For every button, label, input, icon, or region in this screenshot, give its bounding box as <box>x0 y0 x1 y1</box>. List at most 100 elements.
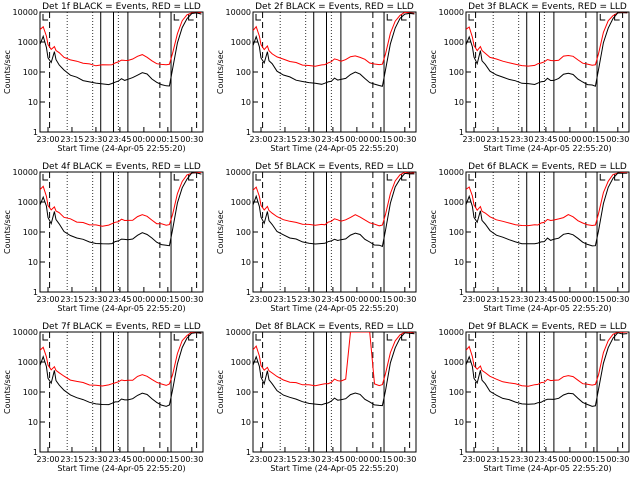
lld-series-line <box>466 12 628 67</box>
x-tick-label: 00:15 <box>156 135 179 144</box>
lld-series-line <box>40 332 202 387</box>
y-tick-label: 1000 <box>18 38 38 47</box>
x-tick-label: 23:15 <box>486 455 509 464</box>
panel-9: Det 9f BLACK = Events, RED = LLD 1 10 100 10… <box>429 322 630 473</box>
x-tick-label: 23:45 <box>534 295 557 304</box>
x-tick-label: 00:30 <box>393 135 416 144</box>
y-tick-label: 10000 <box>439 8 464 17</box>
x-tick-label: 00:00 <box>345 455 368 464</box>
lld-series-line <box>253 332 415 387</box>
y-axis-label: Counts/sec <box>216 370 225 414</box>
events-series-line <box>253 12 415 87</box>
x-tick-label: 23:30 <box>84 455 107 464</box>
x-tick-label: 23:30 <box>84 135 107 144</box>
events-series-line <box>466 332 628 407</box>
y-tick-label: 100 <box>23 228 38 237</box>
corner-mark <box>468 14 474 21</box>
y-tick-label: 1000 <box>444 198 464 207</box>
panel-6: Det 6f BLACK = Events, RED = LLD 1 10 100 10… <box>429 162 630 313</box>
y-axis-label: Counts/sec <box>429 50 438 94</box>
x-tick-label: 23:45 <box>534 135 557 144</box>
x-tick-label: 00:30 <box>180 295 203 304</box>
panel-title: Det 1f BLACK = Events, RED = LLD <box>42 2 201 12</box>
y-tick-label: 10000 <box>13 328 38 337</box>
x-axis-label: Start Time (24-Apr-05 22:55:20) <box>483 464 611 473</box>
x-tick-label: 00:00 <box>132 455 155 464</box>
corner-mark <box>386 174 393 181</box>
x-axis-label: Start Time (24-Apr-05 22:55:20) <box>57 144 185 153</box>
y-tick-label: 10000 <box>13 168 38 177</box>
x-axis-label: Start Time (24-Apr-05 22:55:20) <box>57 464 185 473</box>
x-tick-label: 00:15 <box>156 455 179 464</box>
x-tick-label: 23:00 <box>249 135 272 144</box>
y-axis-label: Counts/sec <box>3 210 12 254</box>
events-series-line <box>40 172 202 247</box>
x-tick-label: 00:00 <box>345 135 368 144</box>
lld-series-line <box>253 12 415 67</box>
y-tick-label: 1 <box>33 128 38 137</box>
x-tick-label: 23:15 <box>486 135 509 144</box>
corner-mark <box>614 174 620 181</box>
corner-mark <box>42 334 48 341</box>
y-tick-label: 100 <box>23 68 38 77</box>
panel-title: Det 5f BLACK = Events, RED = LLD <box>255 162 414 172</box>
y-tick-label: 100 <box>236 68 251 77</box>
corner-mark <box>42 174 48 181</box>
y-tick-label: 10 <box>454 258 464 267</box>
x-tick-label: 23:00 <box>249 295 272 304</box>
y-tick-label: 10 <box>454 98 464 107</box>
x-tick-label: 23:30 <box>84 295 107 304</box>
x-tick-label: 23:45 <box>534 455 557 464</box>
x-tick-label: 23:15 <box>60 455 83 464</box>
events-series-line <box>253 172 415 248</box>
events-series-line <box>466 172 628 247</box>
events-series-line <box>40 12 202 87</box>
lld-series-line <box>40 172 202 227</box>
y-tick-label: 10000 <box>439 328 464 337</box>
panel-2: Det 2f BLACK = Events, RED = LLD 1 10 100 10… <box>216 2 417 153</box>
y-tick-label: 1 <box>33 288 38 297</box>
x-tick-label: 00:00 <box>558 295 581 304</box>
panel-title: Det 4f BLACK = Events, RED = LLD <box>42 162 201 172</box>
corner-mark <box>401 14 407 21</box>
corner-mark <box>255 174 261 181</box>
x-tick-label: 00:15 <box>369 135 392 144</box>
x-tick-label: 00:30 <box>606 455 629 464</box>
x-tick-label: 00:00 <box>132 135 155 144</box>
y-tick-label: 10 <box>28 258 38 267</box>
y-tick-label: 1 <box>459 448 464 457</box>
x-tick-label: 23:45 <box>321 135 344 144</box>
x-tick-label: 23:30 <box>510 455 533 464</box>
x-tick-label: 00:30 <box>606 135 629 144</box>
x-tick-label: 00:30 <box>393 455 416 464</box>
corner-mark <box>614 14 620 21</box>
events-series-line <box>253 332 415 407</box>
corner-mark <box>599 334 606 341</box>
y-axis-label: Counts/sec <box>429 210 438 254</box>
y-tick-label: 10000 <box>226 8 251 17</box>
panel-title: Det 7f BLACK = Events, RED = LLD <box>42 322 201 332</box>
y-tick-label: 1000 <box>444 358 464 367</box>
corner-mark <box>468 334 474 341</box>
x-tick-label: 23:00 <box>462 135 485 144</box>
x-axis-label: Start Time (24-Apr-05 22:55:20) <box>270 304 398 313</box>
x-tick-label: 00:00 <box>558 455 581 464</box>
x-tick-label: 00:15 <box>582 295 605 304</box>
corner-mark <box>173 14 180 21</box>
y-tick-label: 1 <box>459 128 464 137</box>
x-tick-label: 23:00 <box>462 455 485 464</box>
panel-8: Det 8f BLACK = Events, RED = LLD 1 10 100 10… <box>216 322 417 473</box>
x-tick-label: 23:15 <box>60 135 83 144</box>
corner-mark <box>42 14 48 21</box>
x-tick-label: 23:00 <box>249 455 272 464</box>
y-tick-label: 1000 <box>231 198 251 207</box>
y-axis-label: Counts/sec <box>216 50 225 94</box>
y-tick-label: 1 <box>246 128 251 137</box>
x-tick-label: 23:30 <box>297 135 320 144</box>
panel-title: Det 3f BLACK = Events, RED = LLD <box>468 2 627 12</box>
corner-mark <box>173 174 180 181</box>
x-tick-label: 00:30 <box>180 135 203 144</box>
x-tick-label: 23:15 <box>273 135 296 144</box>
panel-title: Det 8f BLACK = Events, RED = LLD <box>255 322 414 332</box>
corner-mark <box>188 174 194 181</box>
